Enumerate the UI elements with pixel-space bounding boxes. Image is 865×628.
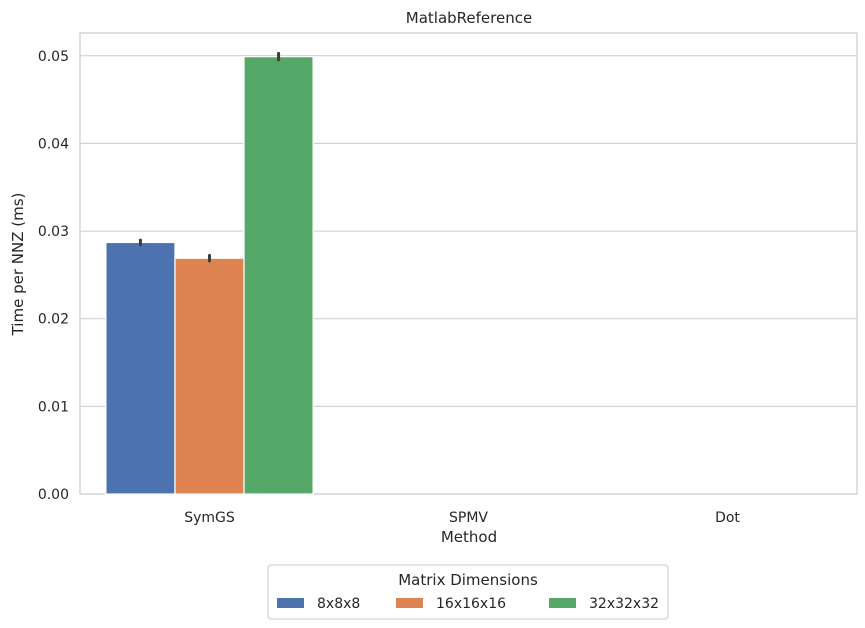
legend-label: 32x32x32 — [589, 596, 659, 612]
legend-title: Matrix Dimensions — [398, 571, 538, 589]
legend-swatch — [549, 598, 576, 608]
y-axis-title: Time per NNZ (ms) — [9, 193, 27, 337]
plot-frame — [79, 32, 858, 495]
x-tick-label: Dot — [715, 510, 740, 526]
bar — [243, 56, 314, 495]
x-tick-label: SPMV — [449, 510, 488, 526]
y-tick-label: 0.05 — [38, 49, 69, 65]
x-tick-label: SymGS — [184, 510, 235, 526]
legend-swatch — [277, 598, 304, 608]
legend-label: 8x8x8 — [317, 596, 360, 612]
chart-title: MatlabReference — [406, 9, 532, 27]
y-tick-label: 0.02 — [38, 312, 69, 328]
y-tick-label: 0.04 — [38, 136, 69, 152]
bar — [174, 257, 245, 495]
legend-swatch — [396, 598, 423, 608]
legend: Matrix Dimensions 8x8x8 16x16x16 32x32x32 — [267, 564, 669, 620]
x-axis-title: Method — [441, 528, 497, 546]
legend-label: 16x16x16 — [436, 596, 506, 612]
y-tick-label: 0.01 — [38, 399, 69, 415]
y-tick-label: 0.03 — [38, 224, 69, 240]
plot-area: 0.00 0.01 0.02 0.03 0.04 0.05 SymGS SPMV Dot — [38, 32, 858, 526]
bar — [105, 241, 176, 495]
y-tick-label: 0.00 — [38, 487, 69, 503]
